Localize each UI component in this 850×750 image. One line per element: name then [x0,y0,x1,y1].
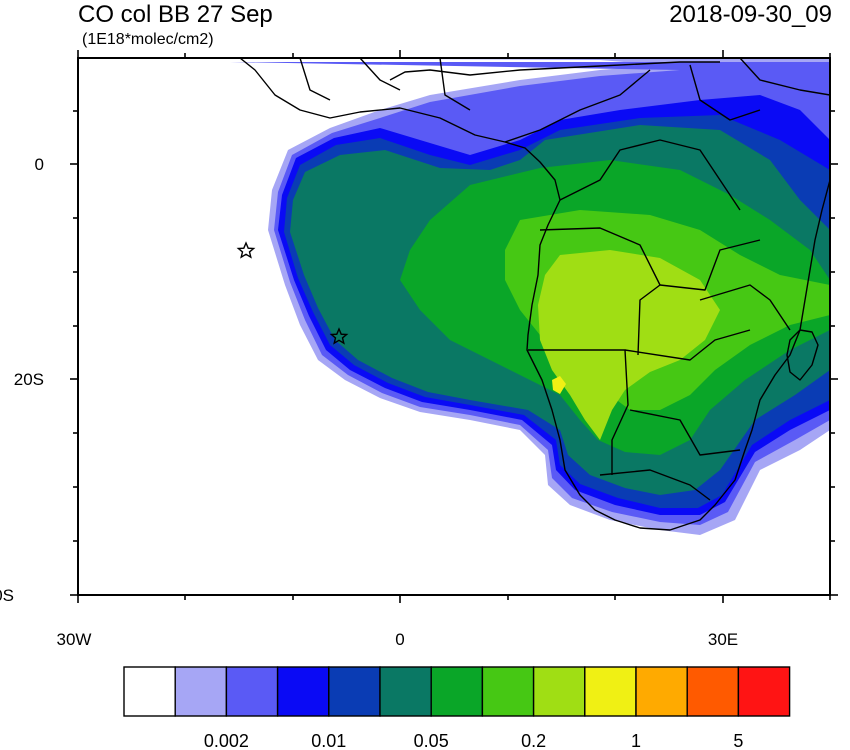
colorbar: 0.002 0.01 0.05 0.2 1 5 [123,666,791,750]
colorbar-swatch-6 [379,666,432,717]
colorbar-swatch-12 [686,666,740,717]
colorbar-swatch-2 [174,666,228,717]
y-tick-label-40s: 40S [0,586,14,605]
africa-coastline [239,58,830,531]
colorbar-label-4: 0.2 [521,731,546,750]
marker-star-1 [236,241,256,259]
field-yellow [552,376,566,394]
y-tick-label-20s: 20S [14,370,44,389]
x-tick-label-30e: 30E [708,630,738,649]
colorbar-swatch-10 [584,666,637,717]
border-11 [599,469,711,501]
map-units: (1E18*molec/cm2) [82,31,214,48]
colorbar-swatch-1 [123,666,176,717]
border-10 [689,58,830,121]
border-9 [299,58,471,111]
mediterranean-coast [389,61,720,81]
colorbar-swatch-9 [532,666,586,717]
map-datetime: 2018-09-30_09 [669,1,832,28]
x-tick-label-30w: 30W [57,630,92,649]
border-1 [528,349,629,475]
colorbar-swatch-3 [225,666,279,717]
colorbar-swatch-13 [737,666,791,717]
border-6 [504,69,651,143]
map-area [222,58,830,535]
y-tick-label-0: 0 [35,155,44,174]
colorbar-label-1: 0.002 [204,731,249,750]
colorbar-swatch-4 [276,666,330,717]
marker-star-2 [329,327,349,345]
coastlines-and-borders [239,58,830,531]
colorbar-swatch-7 [430,666,484,717]
colorbar-swatch-11 [635,666,688,717]
border-4 [659,239,761,291]
field-yellow-green [538,250,720,440]
colorbar-label-5: 1 [631,731,641,750]
madagascar [786,329,819,381]
border-7 [629,409,741,456]
colorbar-swatch-5 [328,666,381,717]
colorbar-label-3: 0.05 [414,731,449,750]
border-2 [624,329,751,361]
x-tick-label-0: 0 [395,630,404,649]
colorbar-label-2: 0.01 [311,731,346,750]
border-5 [559,139,741,211]
border-8 [699,284,791,331]
colorbar-label-6: 5 [733,731,743,750]
border-3 [539,227,661,356]
tick-marks [70,50,838,603]
map-title: CO col BB 27 Sep [78,1,273,28]
colorbar-swatch-8 [481,666,535,717]
